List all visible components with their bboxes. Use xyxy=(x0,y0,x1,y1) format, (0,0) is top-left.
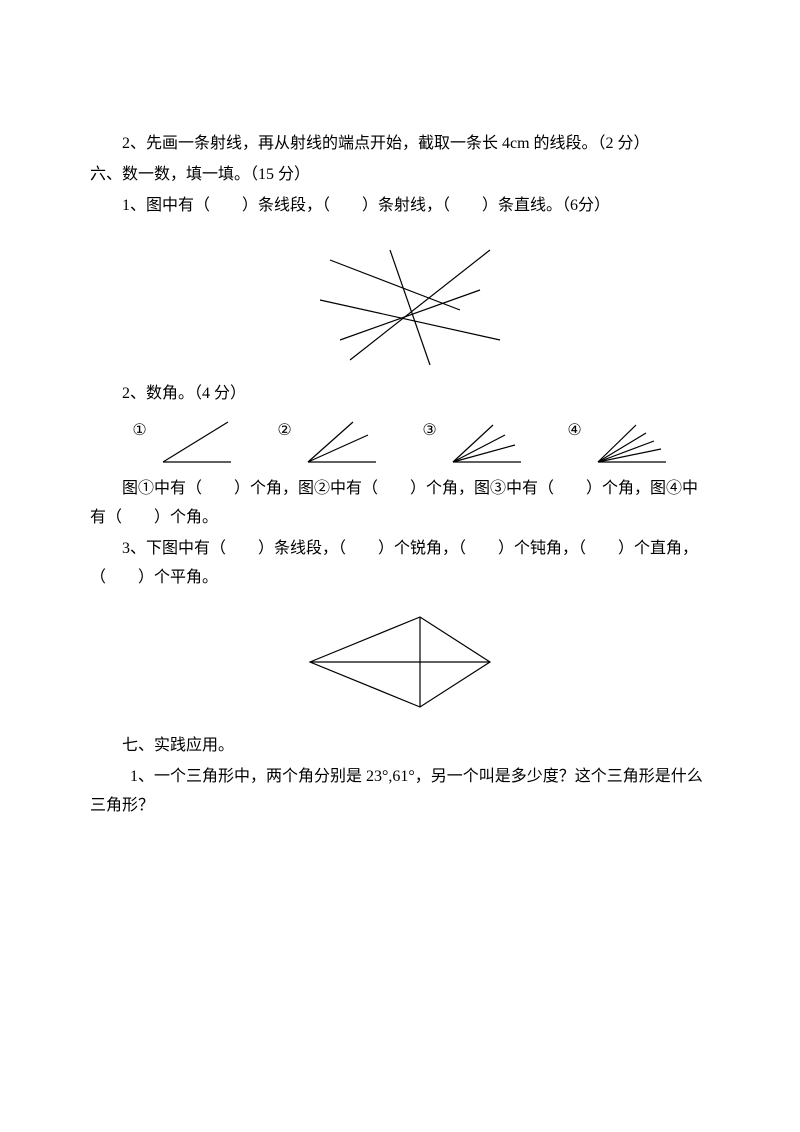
angle-item-3: ③ xyxy=(422,417,522,467)
angle-figure-1 xyxy=(153,417,233,467)
question-6-3: 3、下图中有（ ）条线段，（ ）个锐角，（ ）个钝角，（ ）个直角，（ ）个平角… xyxy=(90,535,710,593)
angle-figure-3 xyxy=(443,417,523,467)
lines-figure xyxy=(290,230,510,370)
section-7-title: 七、实践应用。 xyxy=(90,732,710,761)
angle-item-1: ① xyxy=(132,417,232,467)
question-7-1: 1、一个三角形中，两个角分别是 23°,61°，另一个叫是多少度？这个三角形是什… xyxy=(90,763,710,821)
angle-label-4: ④ xyxy=(567,417,581,446)
question-6-2-title: 2、数角。（4 分） xyxy=(90,380,710,409)
lines-figure-container xyxy=(90,230,710,370)
angle-item-4: ④ xyxy=(567,417,667,467)
kite-figure xyxy=(290,602,510,722)
kite-figure-container xyxy=(90,602,710,722)
angle-item-2: ② xyxy=(277,417,377,467)
question-2: 2、先画一条射线，再从射线的端点开始，截取一条长 4cm 的线段。（2 分） xyxy=(90,130,710,159)
angle-figure-4 xyxy=(588,417,668,467)
section-6-title: 六、数一数，填一填。（15 分） xyxy=(90,161,710,190)
angle-label-1: ① xyxy=(132,417,146,446)
question-6-1: 1、图中有（ ）条线段，（ ）条射线，（ ）条直线。（6分） xyxy=(90,192,710,221)
angle-label-2: ② xyxy=(277,417,291,446)
angle-label-3: ③ xyxy=(422,417,436,446)
question-6-2-text: 图①中有（ ）个角，图②中有（ ）个角，图③中有（ ）个角，图④中有（ ）个角。 xyxy=(90,475,710,533)
angle-figure-2 xyxy=(298,417,378,467)
angles-row: ① ② ③ ④ xyxy=(90,417,710,467)
